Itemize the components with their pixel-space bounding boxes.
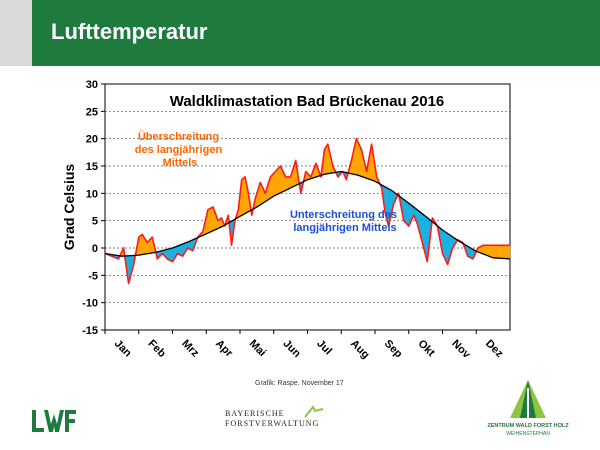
- bayerische-forstverwaltung-logo: BAYERISCHE FORSTVERWALTUNG: [225, 405, 330, 431]
- logo-text-line1: ZENTRUM WALD FORST HOLZ: [487, 423, 569, 429]
- y-tick-label: -10: [82, 298, 98, 310]
- y-tick-label: 25: [86, 106, 98, 118]
- plot-frame: [104, 83, 511, 331]
- y-tick-label: 15: [86, 161, 98, 173]
- x-tick-label: Jun: [281, 338, 304, 361]
- tree-icon: [510, 380, 546, 418]
- title-bar: Lufttemperatur: [32, 0, 600, 66]
- lwf-logo: [32, 410, 76, 432]
- y-tick-label: 5: [92, 216, 98, 228]
- y-tick-label: 0: [92, 243, 98, 255]
- logo-text-line1: BAYERISCHE: [225, 409, 285, 418]
- series-lines: [104, 137, 511, 285]
- chart-title: Waldklimastation Bad Brückenau 2016: [170, 93, 445, 110]
- logo-text-line2: FORSTVERWALTUNG: [225, 419, 320, 428]
- annotation-below: Unterschreitung des langjährigen Mittels: [290, 209, 400, 234]
- x-tick-label: Aug: [348, 338, 372, 362]
- x-tick-label: Nov: [449, 338, 473, 362]
- x-tick-label: Jan: [112, 338, 134, 360]
- x-tick-label: Okt: [416, 338, 438, 360]
- fill-above-segment: [508, 245, 511, 260]
- y-tick-label: 20: [86, 134, 98, 146]
- chart-caption: Grafik: Raspe, November 17: [255, 380, 344, 387]
- y-tick-label: 10: [86, 188, 98, 200]
- annotation-above: Überschreitung des langjährigen Mittels: [135, 130, 225, 169]
- logo-text-line2: WEIHENSTEPHAN: [506, 431, 550, 437]
- header-gray-accent: [0, 0, 32, 66]
- y-tick-labels: 30 25 20 15 10 5 0 -5 -10 -15: [82, 79, 105, 337]
- x-tick-label: Dez: [483, 338, 506, 361]
- longterm-mean-line: [104, 170, 511, 260]
- x-tick-label: Apr: [213, 338, 235, 360]
- x-tick-label: Mrz: [179, 338, 201, 360]
- y-axis-label: Grad Celsius: [61, 164, 77, 251]
- x-tick-label: Jul: [314, 338, 334, 358]
- y-tick-label: -15: [82, 325, 98, 337]
- y-tick-label: 30: [86, 79, 98, 91]
- x-tick-label: Feb: [146, 338, 169, 361]
- y-tick-label: -5: [88, 270, 98, 282]
- x-tick-label: Mai: [247, 338, 268, 359]
- zwfh-logo: ZENTRUM WALD FORST HOLZ WEIHENSTEPHAN: [478, 378, 578, 446]
- page-title: Lufttemperatur: [51, 19, 208, 44]
- leaf-icon: [304, 405, 324, 418]
- x-tick-label: Sep: [382, 338, 405, 361]
- x-tick-labels: Jan Feb Mrz Apr Mai Jun Jul Aug Sep Okt Nov Dez: [104, 330, 506, 362]
